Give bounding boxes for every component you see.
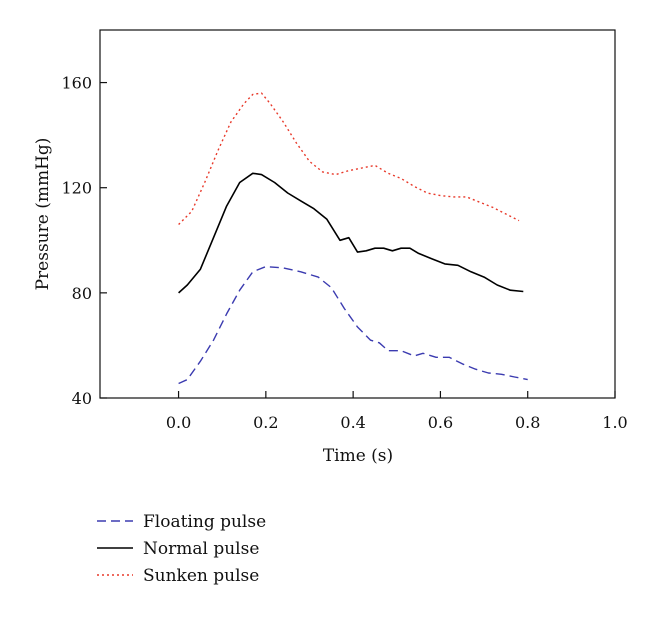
x-tick-label: 0.8 bbox=[515, 413, 540, 432]
y-tick-label: 40 bbox=[72, 389, 92, 408]
series-lines bbox=[178, 92, 528, 385]
x-tick-label: 0.4 bbox=[340, 413, 365, 432]
x-axis: 0.0 0.2 0.4 0.6 0.8 1.0 bbox=[166, 391, 628, 432]
series-line-sunken-pulse bbox=[178, 92, 520, 225]
plot-frame bbox=[99, 29, 616, 399]
x-tick-label: 0.2 bbox=[253, 413, 278, 432]
x-axis-label: Time (s) bbox=[323, 446, 393, 466]
series-line-floating-pulse bbox=[178, 265, 528, 385]
legend-label: Floating pulse bbox=[143, 512, 266, 532]
series-line-normal-pulse bbox=[178, 172, 524, 294]
y-axis-label: Pressure (mmHg) bbox=[33, 138, 53, 291]
y-axis: 40 80 120 160 bbox=[61, 74, 107, 408]
x-tick-label: 1.0 bbox=[602, 413, 627, 432]
y-tick-label: 120 bbox=[61, 179, 92, 198]
legend: Floating pulse Normal pulse Sunken pulse bbox=[97, 512, 266, 586]
x-tick-label: 0.6 bbox=[428, 413, 453, 432]
legend-label: Sunken pulse bbox=[143, 566, 259, 586]
x-tick-label: 0.0 bbox=[166, 413, 191, 432]
y-tick-label: 160 bbox=[61, 74, 92, 93]
y-tick-label: 80 bbox=[72, 284, 92, 303]
legend-label: Normal pulse bbox=[143, 539, 259, 559]
